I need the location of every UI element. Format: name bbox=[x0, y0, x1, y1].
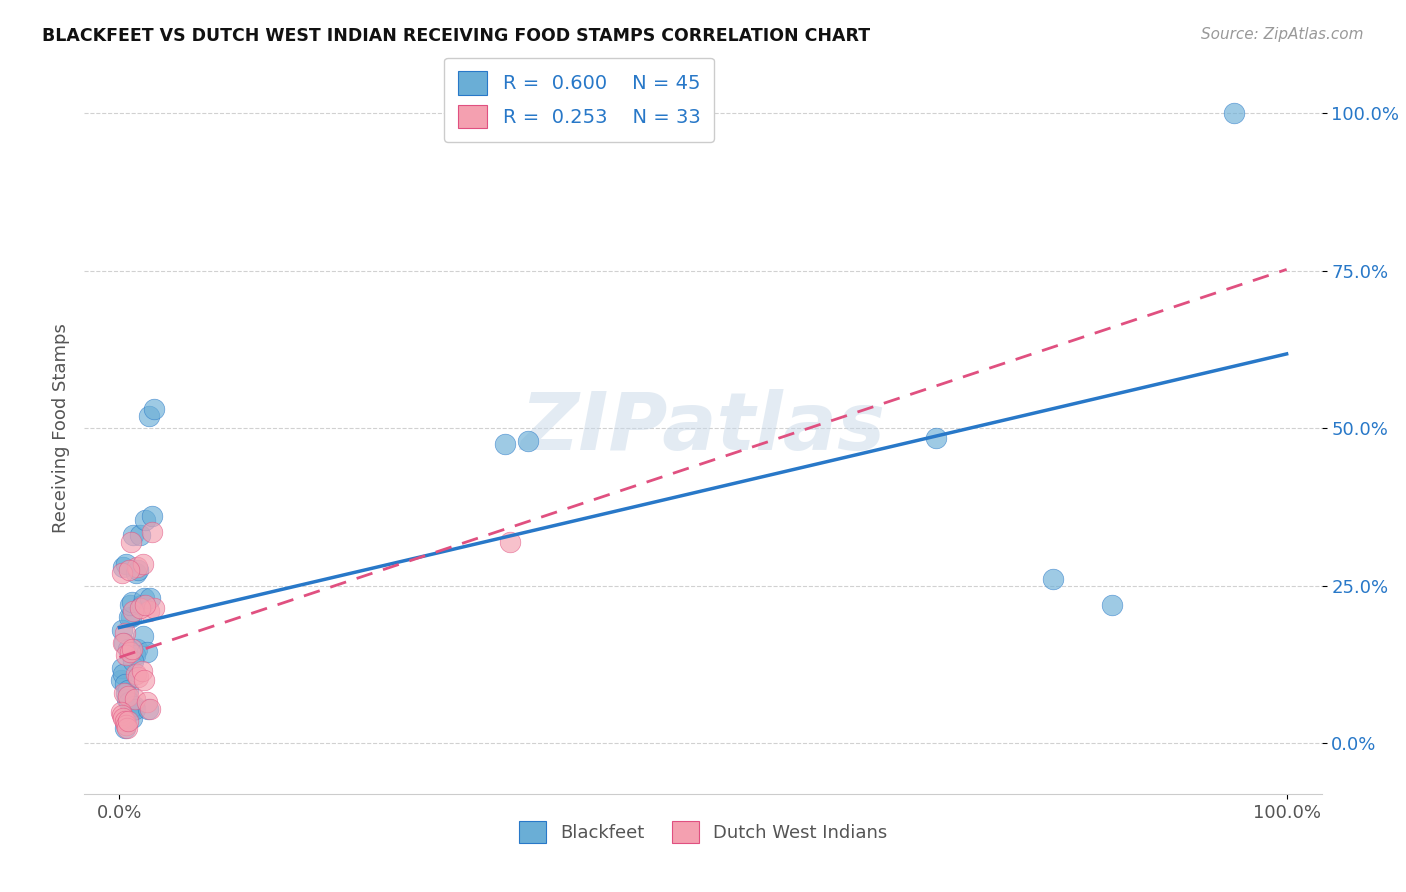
Legend: Blackfeet, Dutch West Indians: Blackfeet, Dutch West Indians bbox=[512, 814, 894, 851]
Point bbox=[125, 566, 148, 581]
Point bbox=[138, 604, 160, 618]
Point bbox=[112, 686, 135, 700]
Point bbox=[131, 664, 153, 678]
Point bbox=[120, 610, 142, 624]
Point bbox=[132, 557, 155, 571]
Point bbox=[122, 528, 145, 542]
Point bbox=[132, 591, 155, 606]
Point bbox=[125, 641, 148, 656]
Point bbox=[143, 402, 166, 417]
Point bbox=[124, 648, 146, 662]
Point bbox=[114, 721, 136, 735]
Point bbox=[138, 702, 160, 716]
Point bbox=[114, 676, 136, 690]
Point bbox=[136, 696, 159, 710]
Point bbox=[138, 591, 160, 606]
Point bbox=[112, 635, 135, 649]
Point bbox=[110, 705, 132, 719]
Point bbox=[117, 714, 139, 729]
Point bbox=[1223, 106, 1246, 120]
Point bbox=[110, 673, 132, 688]
Text: ZIPatlas: ZIPatlas bbox=[520, 389, 886, 467]
Point bbox=[143, 600, 166, 615]
Point bbox=[121, 641, 143, 656]
Point bbox=[118, 610, 141, 624]
Point bbox=[111, 661, 134, 675]
Point bbox=[112, 667, 135, 681]
Point bbox=[118, 645, 141, 659]
Point bbox=[112, 711, 135, 725]
Point bbox=[129, 600, 152, 615]
Point bbox=[121, 594, 143, 608]
Point bbox=[132, 673, 155, 688]
Point bbox=[136, 645, 159, 659]
Point bbox=[129, 528, 152, 542]
Point bbox=[494, 437, 516, 451]
Point bbox=[134, 598, 156, 612]
Point bbox=[115, 557, 138, 571]
Point bbox=[516, 434, 538, 448]
Point bbox=[141, 509, 163, 524]
Point bbox=[117, 641, 139, 656]
Point bbox=[115, 721, 138, 735]
Point bbox=[117, 682, 139, 697]
Point bbox=[121, 655, 143, 669]
Point bbox=[1101, 598, 1123, 612]
Point bbox=[111, 708, 134, 723]
Point bbox=[115, 648, 138, 662]
Text: BLACKFEET VS DUTCH WEST INDIAN RECEIVING FOOD STAMPS CORRELATION CHART: BLACKFEET VS DUTCH WEST INDIAN RECEIVING… bbox=[42, 27, 870, 45]
Point bbox=[1042, 573, 1064, 587]
Point bbox=[118, 598, 141, 612]
Point bbox=[111, 566, 134, 581]
Point bbox=[111, 623, 134, 637]
Point bbox=[122, 604, 145, 618]
Point bbox=[141, 525, 163, 540]
Point bbox=[925, 431, 948, 445]
Point bbox=[122, 698, 145, 713]
Point bbox=[499, 534, 522, 549]
Point bbox=[118, 563, 141, 577]
Point bbox=[111, 560, 134, 574]
Point bbox=[114, 686, 136, 700]
Point bbox=[127, 563, 149, 577]
Point bbox=[125, 667, 148, 681]
Point bbox=[115, 692, 138, 706]
Point bbox=[111, 635, 134, 649]
Point bbox=[134, 512, 156, 526]
Point bbox=[114, 714, 136, 729]
Point bbox=[124, 692, 146, 706]
Point bbox=[136, 702, 159, 716]
Point bbox=[118, 696, 141, 710]
Point bbox=[124, 702, 146, 716]
Point bbox=[114, 626, 136, 640]
Point bbox=[117, 689, 139, 703]
Point bbox=[132, 629, 155, 643]
Point bbox=[121, 711, 143, 725]
Point bbox=[125, 560, 148, 574]
Point bbox=[127, 670, 149, 684]
Y-axis label: Receiving Food Stamps: Receiving Food Stamps bbox=[52, 323, 70, 533]
Point bbox=[120, 534, 142, 549]
Point bbox=[120, 705, 142, 719]
Point bbox=[131, 598, 153, 612]
Point bbox=[114, 717, 136, 731]
Point bbox=[138, 409, 160, 423]
Text: Source: ZipAtlas.com: Source: ZipAtlas.com bbox=[1201, 27, 1364, 42]
